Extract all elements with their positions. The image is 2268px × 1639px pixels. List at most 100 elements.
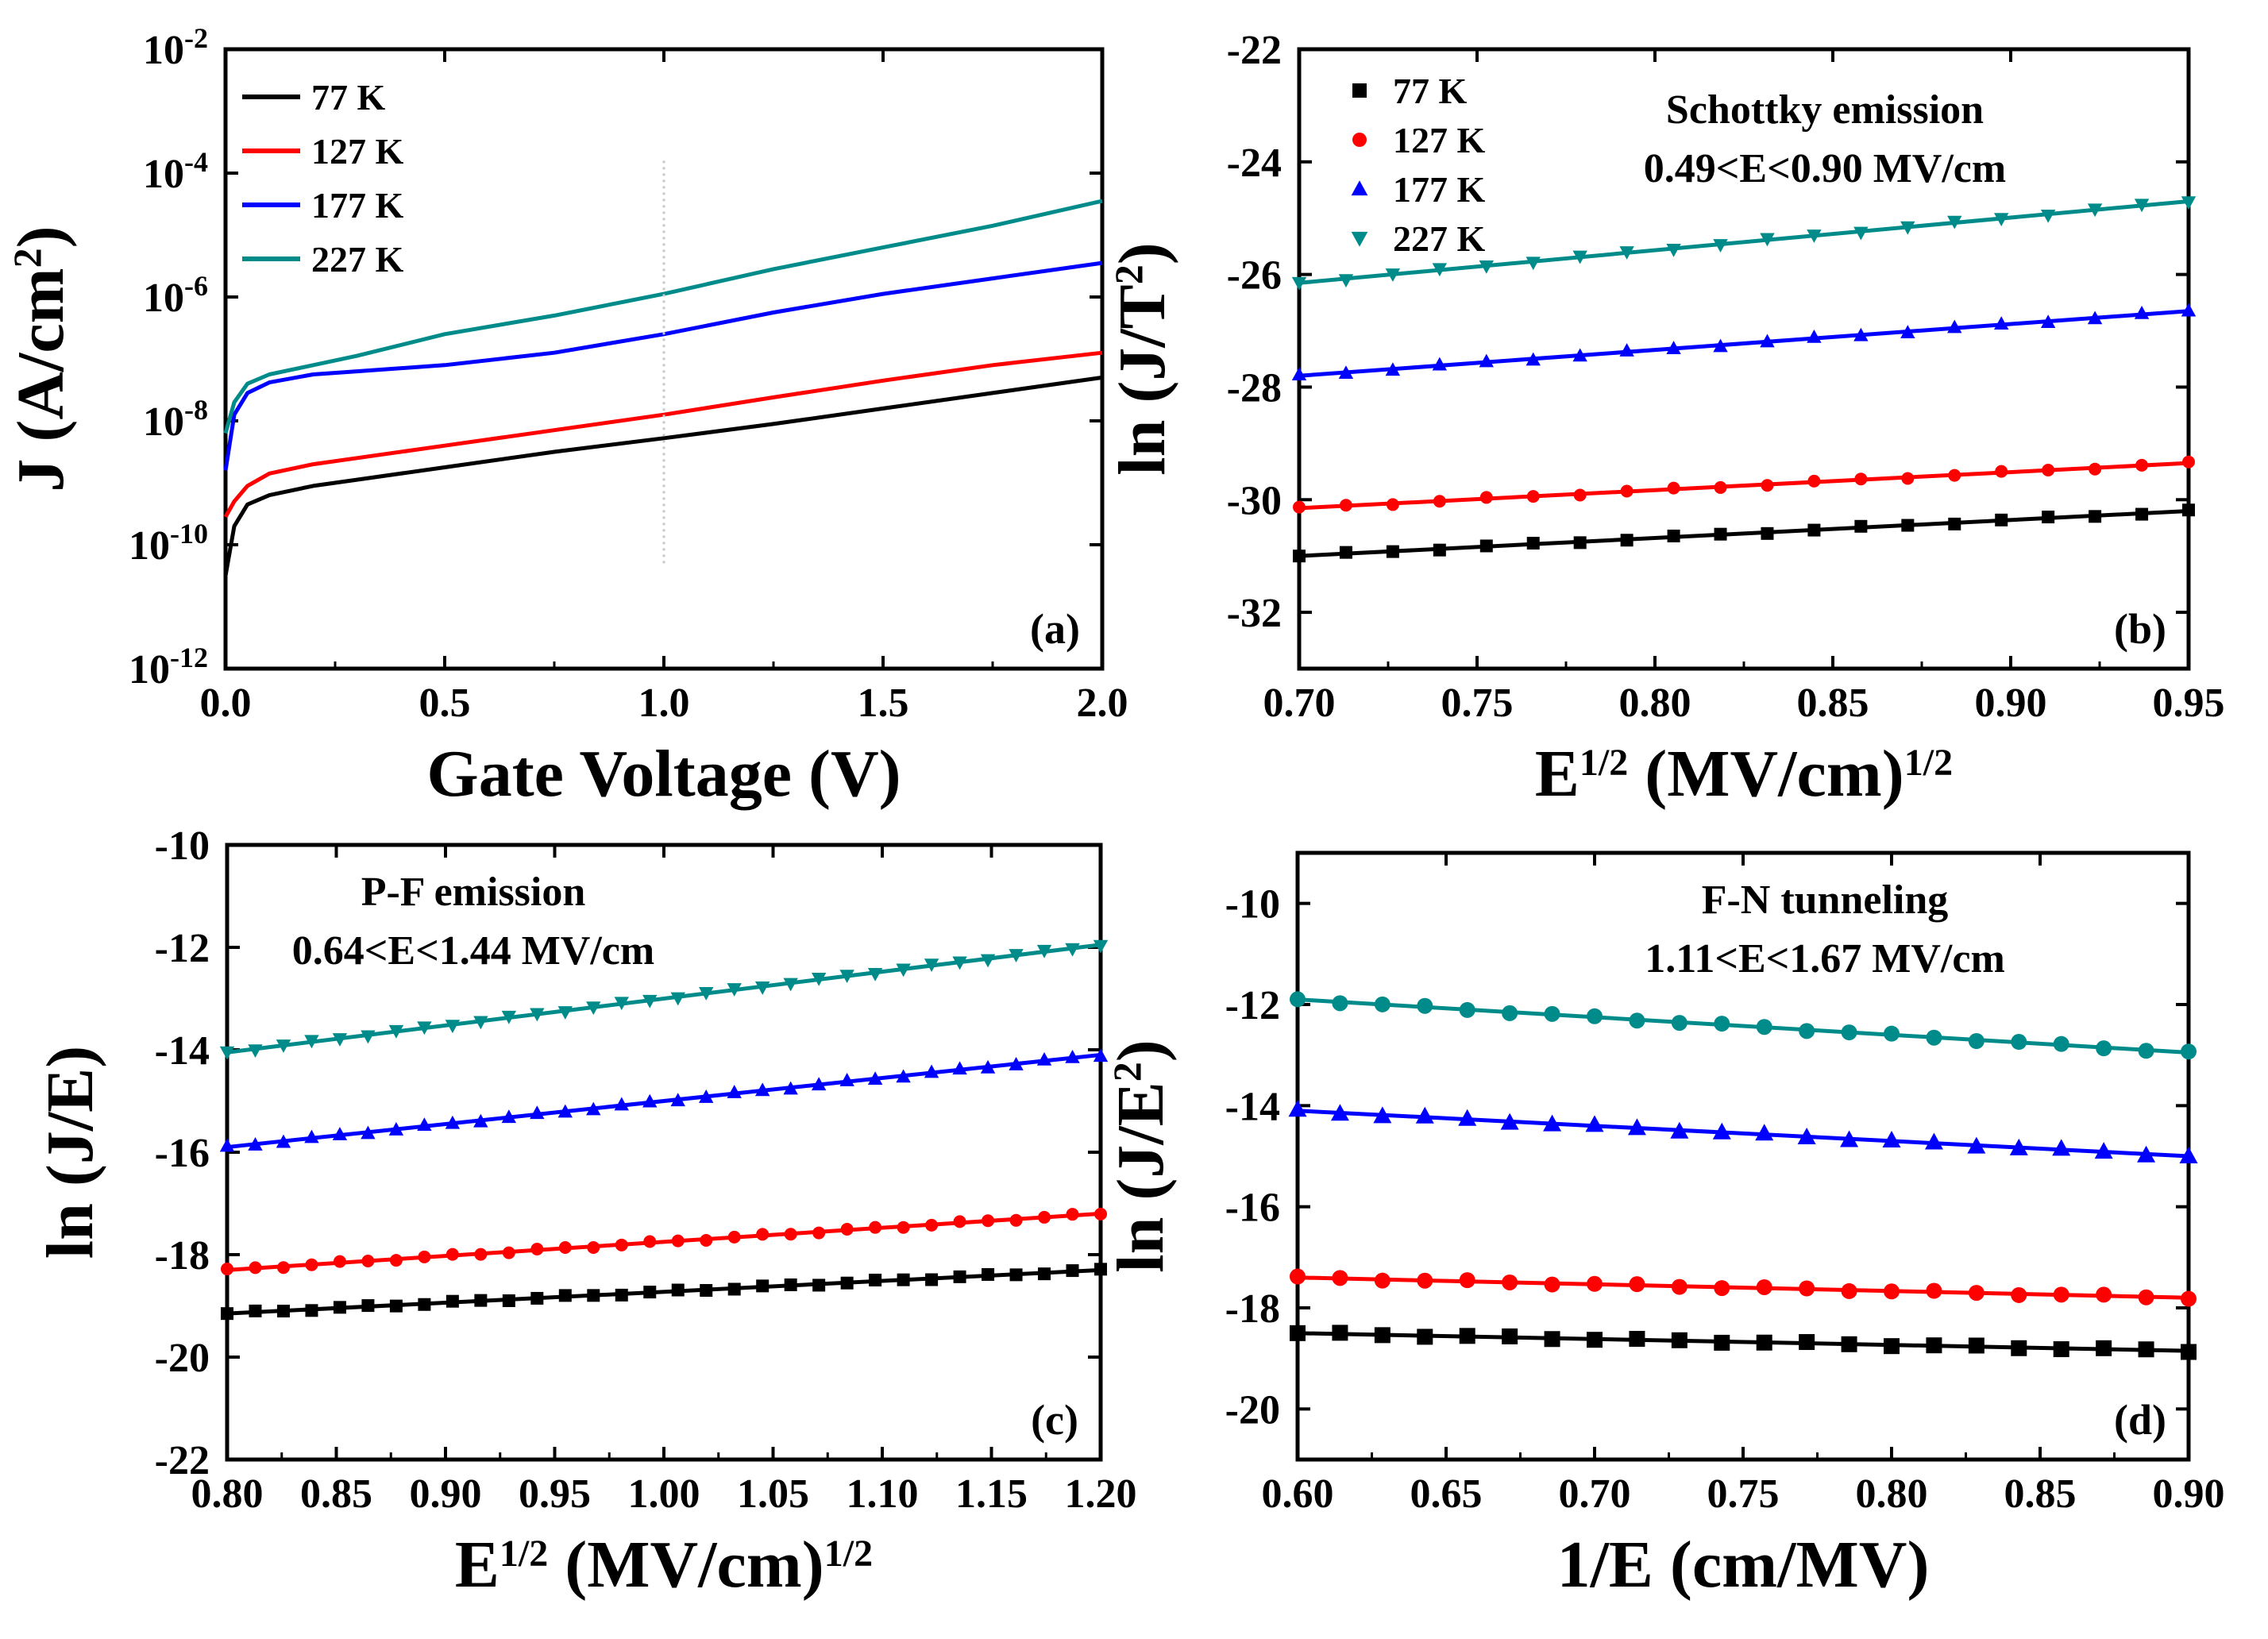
series-227K <box>219 939 1109 1060</box>
fit-line <box>1297 997 2189 1055</box>
x-tick-label: 0.65 <box>1410 1471 1483 1517</box>
x-tick-label: 1.0 <box>638 681 690 726</box>
legend-entry: 227 K <box>311 239 404 280</box>
x-axis-title-part: 1/2 <box>499 1533 548 1575</box>
x-tick-label: 0.80 <box>1856 1471 1928 1517</box>
x-axis-title-part: E <box>1535 737 1580 811</box>
y-axis-title-part: 2 <box>1106 264 1151 284</box>
series-line-127K <box>223 350 1103 519</box>
x-axis-title-part: (MV/cm) <box>1628 737 1904 811</box>
y-tick-label: -22 <box>155 1438 210 1483</box>
x-tick-label: 2.0 <box>1077 681 1128 726</box>
series-177K <box>1288 1100 2198 1163</box>
fit-line <box>1298 508 2189 558</box>
series-127K <box>221 1207 1107 1276</box>
x-tick-label: 0.95 <box>519 1471 591 1517</box>
fit-line <box>226 1267 1101 1316</box>
y-tick-label: -20 <box>155 1336 210 1381</box>
series-177K <box>1291 303 2197 381</box>
legend-entry: 177 K <box>1393 169 1486 210</box>
y-tick-label: -28 <box>1227 365 1282 411</box>
x-axis-title-part: 1/2 <box>1580 742 1628 784</box>
y-tick-label: -20 <box>1225 1387 1280 1433</box>
data-point <box>219 1046 235 1060</box>
x-tick-label: 0.0 <box>200 681 252 726</box>
x-tick-label: 0.70 <box>1559 1471 1631 1517</box>
fit-line <box>1298 309 2189 378</box>
legend-entry: 177 K <box>311 185 404 226</box>
x-tick-label: 0.90 <box>1975 681 2047 726</box>
y-tick-label: -18 <box>1225 1286 1280 1332</box>
series-227K <box>1290 991 2197 1060</box>
y-axis-title-part: J (A/cm <box>4 268 78 492</box>
fit-line <box>226 1211 1101 1272</box>
legend-entry: 77 K <box>1393 71 1468 111</box>
panel-label: (d) <box>2114 1396 2166 1444</box>
data-point <box>1094 1263 1107 1276</box>
x-tick-label: 1.10 <box>847 1471 919 1517</box>
annotation-title: P-F emission <box>361 870 586 915</box>
legend-entry: 127 K <box>1393 120 1486 160</box>
fit-line <box>1297 1331 2189 1353</box>
x-tick-label: 0.95 <box>2153 681 2225 726</box>
series-line-227K <box>223 199 1103 434</box>
y-tick-exponent: -8 <box>184 394 208 426</box>
x-tick-label: 1.5 <box>858 681 909 726</box>
x-tick-label: 0.5 <box>419 681 471 726</box>
annotation-range: 0.64<E<1.44 MV/cm <box>292 928 654 974</box>
data-point <box>1290 991 1306 1008</box>
fit-line <box>1298 461 2189 511</box>
series-77K <box>1290 1325 2197 1360</box>
data-point <box>2182 503 2195 517</box>
y-tick-label: -16 <box>1225 1186 1280 1231</box>
y-tick-label: 10-2 <box>143 22 208 73</box>
y-tick-exponent: -10 <box>170 518 208 550</box>
y-axis-title: ln (J/E) <box>33 1046 107 1259</box>
y-tick-base: 10 <box>129 523 170 569</box>
panel-label: (b) <box>2114 605 2166 653</box>
y-tick-label: -24 <box>1227 141 1282 186</box>
y-tick-label: -26 <box>1227 253 1282 299</box>
data-point <box>2181 1290 2197 1307</box>
y-tick-label: -32 <box>1227 591 1282 636</box>
annotation-range: 0.49<E<0.90 MV/cm <box>1644 146 2006 191</box>
y-tick-base: 10 <box>143 28 184 73</box>
annotation-title: F-N tunneling <box>1702 877 1949 923</box>
data-point <box>1290 1268 1306 1285</box>
x-tick-label: 0.80 <box>1619 681 1691 726</box>
x-tick-label: 0.80 <box>191 1471 264 1517</box>
y-axis-title-part: ln (J/T <box>1105 284 1179 475</box>
y-tick-label: 10-4 <box>143 146 208 197</box>
x-tick-label: 1.15 <box>955 1471 1028 1517</box>
x-tick-label: 0.70 <box>1263 681 1336 726</box>
x-axis-title-part: 1/2 <box>1904 742 1953 784</box>
data-point <box>1291 276 1307 291</box>
fit-line <box>1298 199 2189 285</box>
x-tick-label: 1.05 <box>737 1471 809 1517</box>
series-77K <box>221 1263 1107 1321</box>
data-point <box>1755 1124 1774 1141</box>
fit-line <box>226 943 1101 1055</box>
y-axis-title-part: 2 <box>1105 1062 1149 1082</box>
x-tick-label: 1.00 <box>628 1471 700 1517</box>
legend-entry: 227 K <box>1393 218 1486 259</box>
y-tick-label: -22 <box>1227 28 1282 73</box>
panel-c: 0.80 0.85 0.90 0.95 1.00 1.05 1.10 1.15 1.20 -10 -… <box>33 823 1137 1602</box>
y-tick-label: -10 <box>1225 882 1280 927</box>
x-tick-label: 0.85 <box>2004 1471 2077 1517</box>
x-tick-label: 0.85 <box>300 1471 372 1517</box>
fit-line <box>1297 1275 2189 1300</box>
x-tick-label: 0.85 <box>1797 681 1869 726</box>
y-tick-exponent: -2 <box>184 22 208 54</box>
y-tick-label: -16 <box>155 1131 210 1176</box>
y-axis-title-part: 2 <box>5 248 49 268</box>
panel-a: 0.0 0.5 1.0 1.5 2.010-210-410-610-810-1010-1… <box>4 22 1128 811</box>
y-tick-label: -12 <box>155 926 210 971</box>
y-tick-label: -30 <box>1227 478 1282 523</box>
legend-marker <box>1352 133 1367 147</box>
y-axis-title: ln (J/E2) <box>1104 1039 1178 1272</box>
series-77K <box>1293 503 2195 563</box>
data-point <box>1585 1115 1604 1132</box>
x-axis-title: E1/2 (MV/cm)1/2 <box>1535 737 1953 811</box>
y-tick-label: 10-6 <box>143 270 208 321</box>
